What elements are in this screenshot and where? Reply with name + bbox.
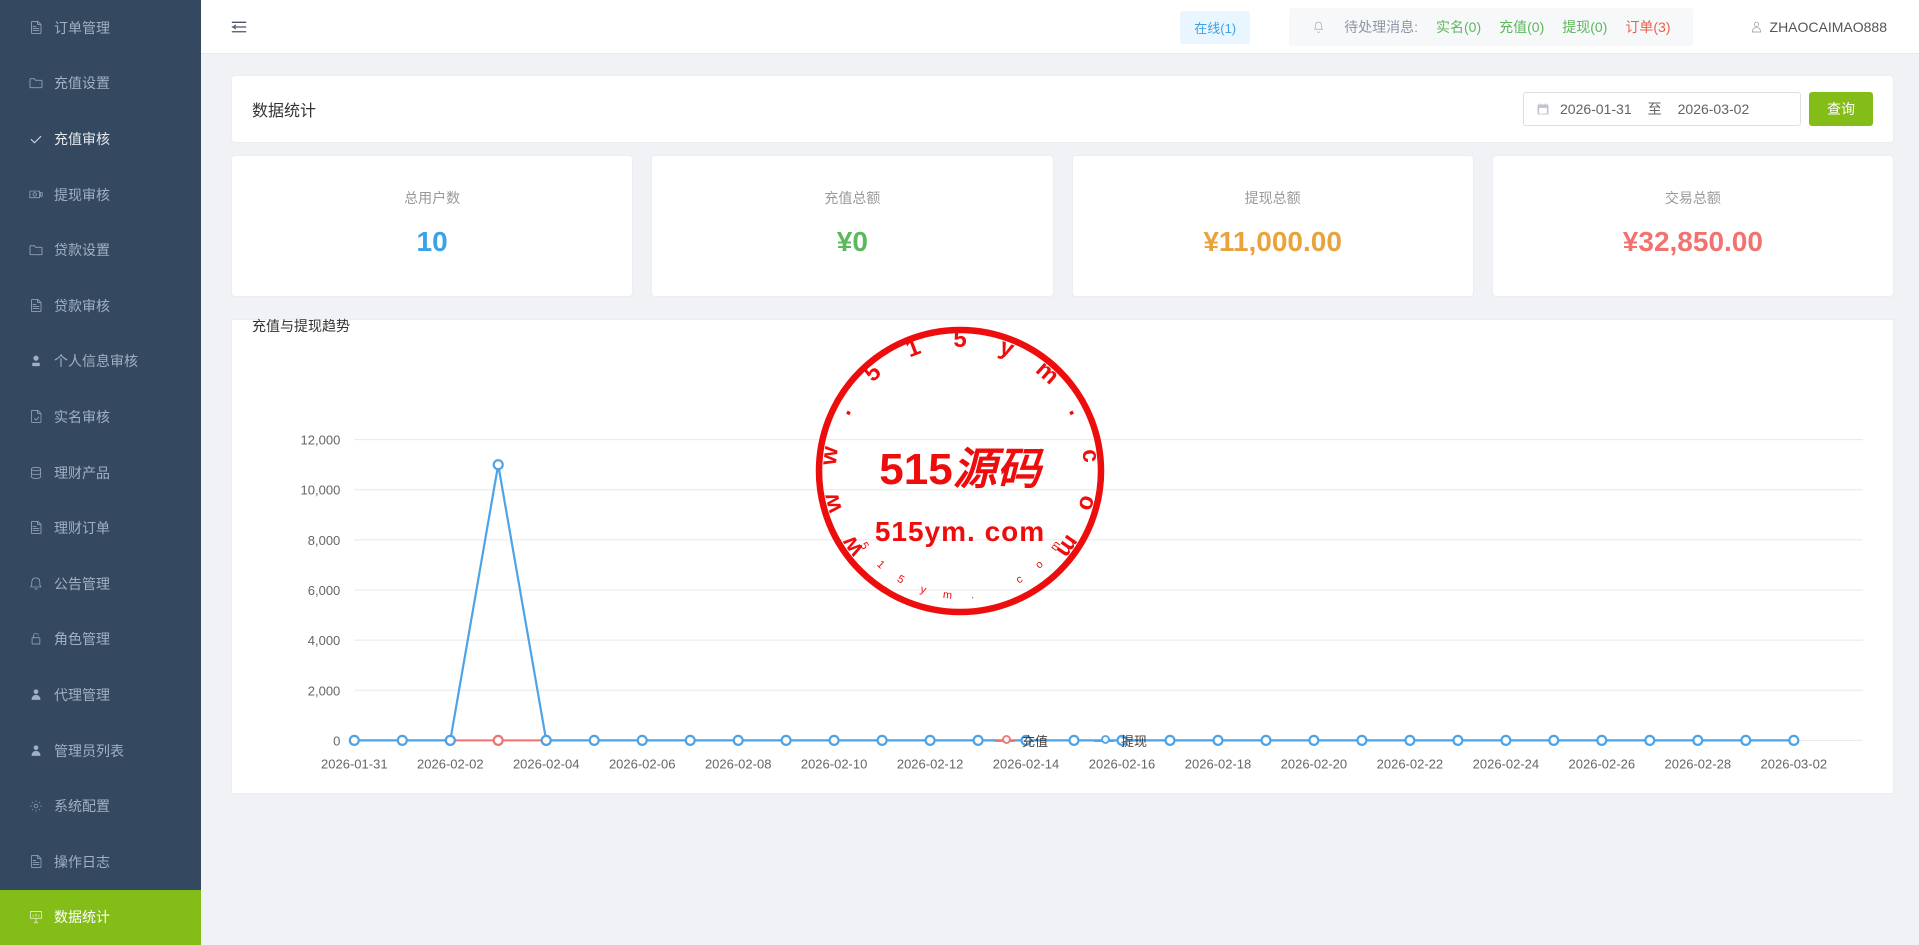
svg-text:2026-02-14: 2026-02-14	[993, 756, 1060, 771]
svg-text:6,000: 6,000	[308, 583, 341, 598]
svg-text:2,000: 2,000	[308, 683, 341, 698]
svg-text:2026-02-10: 2026-02-10	[801, 756, 868, 771]
svg-text:2026-02-18: 2026-02-18	[1185, 756, 1252, 771]
svg-text:10,000: 10,000	[301, 483, 341, 498]
svg-text:4,000: 4,000	[308, 633, 341, 648]
svg-text:2026-03-02: 2026-03-02	[1761, 756, 1828, 771]
svg-text:2026-02-08: 2026-02-08	[705, 756, 772, 771]
svg-text:8,000: 8,000	[308, 533, 341, 548]
svg-text:2026-02-16: 2026-02-16	[1089, 756, 1156, 771]
svg-text:2026-02-26: 2026-02-26	[1569, 756, 1636, 771]
svg-text:2026-02-04: 2026-02-04	[513, 756, 580, 771]
svg-text:2026-02-02: 2026-02-02	[417, 756, 484, 771]
svg-text:0: 0	[333, 733, 340, 748]
svg-text:2026-02-20: 2026-02-20	[1281, 756, 1348, 771]
svg-text:2026-02-06: 2026-02-06	[609, 756, 676, 771]
svg-text:2026-02-24: 2026-02-24	[1473, 756, 1540, 771]
svg-text:2026-02-12: 2026-02-12	[897, 756, 964, 771]
svg-text:12,000: 12,000	[301, 433, 341, 448]
svg-text:2026-02-22: 2026-02-22	[1377, 756, 1444, 771]
svg-text:2026-02-28: 2026-02-28	[1665, 756, 1732, 771]
svg-text:2026-01-31: 2026-01-31	[321, 756, 388, 771]
